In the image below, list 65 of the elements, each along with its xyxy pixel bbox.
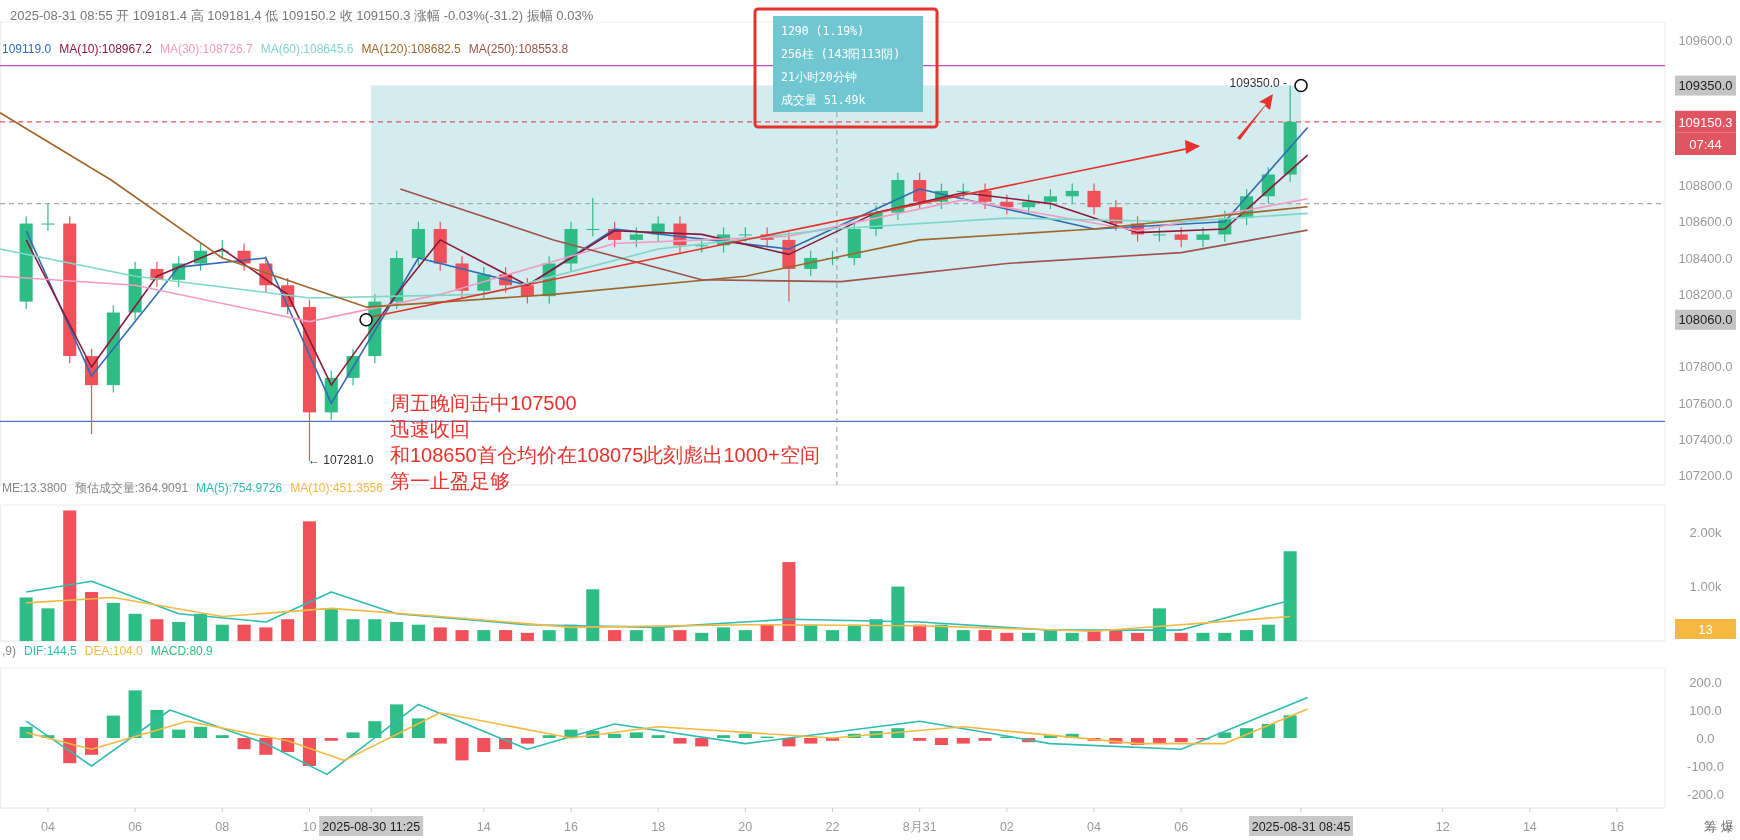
y-tick-label: 200.0 [1689, 674, 1722, 690]
y-tick-label: 100.0 [1689, 702, 1722, 718]
text: MA(60):108645.6 [260, 42, 354, 56]
chart-title: 2025-08-31 08:55 开 109181.4 高 109181.4 低 109150.2 收 109150.3 涨幅 -0.03%(-31.2) 振幅 0.03% [10, 8, 594, 23]
text: 筹 爆 [1704, 819, 1734, 834]
annotation: 周五晚间击中107500 [390, 392, 577, 414]
x-tick-label: 22 [825, 820, 840, 834]
y-tick-label: 109350.0 [1678, 78, 1733, 94]
annotation: ME:13.3800 [2, 481, 68, 495]
x-tick-label: 04 [40, 820, 55, 834]
annotation: ← 107281.0 [308, 453, 374, 467]
x-tick-label: 16 [1610, 820, 1625, 834]
x-tick-label: 06 [128, 820, 143, 834]
y-tick-label: 108600.0 [1678, 214, 1733, 230]
x-tick-label: 06 [1174, 820, 1189, 834]
text: MA(250):108553.8 [468, 42, 569, 56]
y-tick-label: 0.0 [1696, 730, 1715, 746]
text: ,9) [2, 644, 17, 658]
y-tick-label: 2.00k [1689, 524, 1722, 540]
x-tick-label: 12 [1435, 820, 1450, 834]
y-tick-label: 108800.0 [1678, 177, 1733, 193]
text: MA(120):108682.5 [361, 42, 462, 56]
annotation: 和108650首仓均价在108075此刻彪出1000+空间 [390, 444, 820, 466]
y-tick-label: -100.0 [1687, 758, 1724, 774]
annotation: 21小时20分钟 [781, 70, 857, 84]
y-tick-label: 107400.0 [1678, 432, 1733, 448]
annotation: 预估成交量:364.9091 [74, 481, 189, 495]
text: 13 [1698, 622, 1713, 637]
y-tick-label: -200.0 [1687, 786, 1724, 802]
annotation: 109350.0 - [1229, 76, 1287, 90]
text: MA(30):108726.7 [159, 42, 253, 56]
text: MACD:80.9 [150, 644, 214, 658]
y-tick-label: 109600.0 [1678, 32, 1733, 48]
x-tick-label: 02 [999, 820, 1014, 834]
y-tick-label: 107600.0 [1678, 395, 1733, 411]
x-tick-label: 18 [651, 820, 666, 834]
x-tick-label: 20 [738, 820, 753, 834]
x-tick-label: 2025-08-30 11:25 [322, 820, 421, 834]
text: DEA:104.0 [84, 644, 144, 658]
ref-line-label: 109150.3 [1678, 114, 1733, 130]
x-tick-label: 04 [1087, 820, 1102, 834]
text: 07:44 [1689, 137, 1722, 152]
x-tick-label: 2025-08-31 08:45 [1251, 820, 1351, 834]
y-tick-label: 108060.0 [1678, 312, 1733, 328]
text: MA(5):754.9726 [196, 481, 283, 495]
y-tick-label: 108200.0 [1678, 286, 1733, 302]
x-tick-label: 14 [476, 820, 491, 834]
annotation: 第一止盈足够 [390, 470, 510, 492]
y-tick-label: 107800.0 [1678, 359, 1733, 375]
x-tick-label: 14 [1522, 820, 1537, 834]
text: DIF:144.5 [24, 644, 78, 658]
x-tick-label: 16 [564, 820, 578, 834]
text: 109119.0 [2, 42, 52, 56]
annotation: 迅速收回 [390, 418, 470, 440]
y-tick-label: 1.00k [1689, 579, 1722, 595]
y-tick-label: 107200.0 [1678, 468, 1733, 484]
text: MA(10):108967.2 [59, 42, 153, 56]
annotation: 成交量 51.49k [781, 93, 866, 107]
annotation: 256柱 (143阳113阴) [781, 47, 901, 61]
y-tick-label: 108400.0 [1678, 250, 1733, 266]
x-tick-label: 10 [302, 820, 317, 834]
text: MA(10):451.3556 [290, 481, 384, 495]
x-tick-label: 08 [215, 820, 230, 834]
x-tick-label: 8月31 [902, 820, 937, 834]
annotation: 1290 (1.19%) [781, 24, 865, 38]
